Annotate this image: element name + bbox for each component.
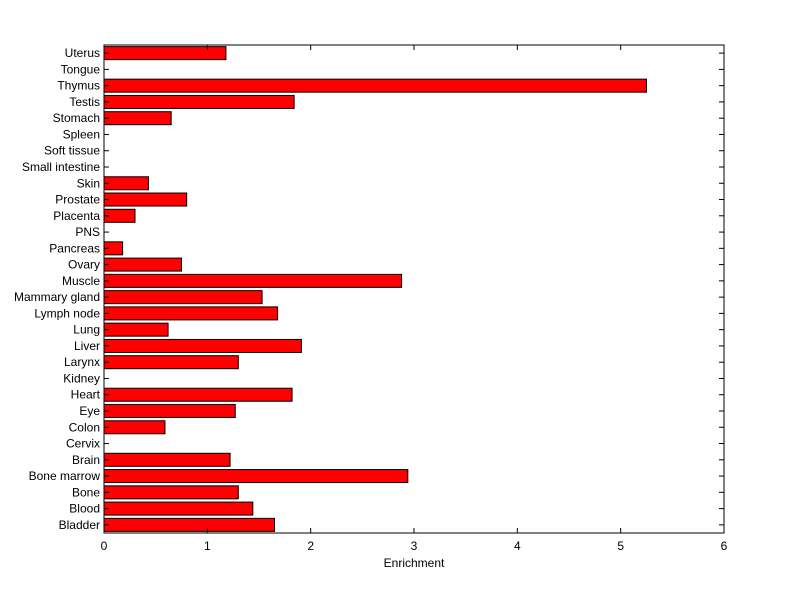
bar xyxy=(103,517,275,532)
bar xyxy=(103,306,279,321)
y-tick-label: Uterus xyxy=(65,46,100,60)
x-tick-label: 3 xyxy=(411,539,418,553)
y-tick-label: Bladder xyxy=(59,518,100,532)
x-tick-label: 2 xyxy=(307,539,314,553)
y-tick-label: Larynx xyxy=(64,355,100,369)
bar xyxy=(103,273,403,288)
y-tick-label: Cervix xyxy=(66,437,100,451)
bar xyxy=(103,192,188,207)
bar xyxy=(103,403,236,418)
y-tick-label: PNS xyxy=(75,225,100,239)
bar xyxy=(103,452,231,467)
y-tick-label: Kidney xyxy=(63,371,100,385)
y-tick-label: Tongue xyxy=(61,62,101,76)
y-tick-label: Mammary gland xyxy=(14,290,100,304)
x-ticks-group: 0 1 2 3 4 5 6 xyxy=(101,45,728,553)
y-tick-label: Eye xyxy=(79,404,100,418)
x-tick-label: 6 xyxy=(721,539,728,553)
x-tick-label: 1 xyxy=(204,539,211,553)
y-tick-label: Small intestine xyxy=(22,160,100,174)
x-axis-label: Enrichment xyxy=(384,556,445,570)
y-tick-label: Heart xyxy=(71,388,101,402)
bar xyxy=(103,257,182,272)
y-tick-label: Bone xyxy=(72,485,100,499)
plot-area xyxy=(104,45,724,533)
y-tick-label: Lymph node xyxy=(34,306,100,320)
bar xyxy=(103,469,409,484)
x-tick-label: 4 xyxy=(514,539,521,553)
y-tick-label: Muscle xyxy=(62,274,100,288)
y-tick-label: Ovary xyxy=(68,258,100,272)
bar xyxy=(103,420,166,435)
y-tick-label: Soft tissue xyxy=(44,144,100,158)
y-tick-label: Brain xyxy=(72,453,100,467)
y-tick-label: Blood xyxy=(69,502,100,516)
x-tick-label: 0 xyxy=(101,539,108,553)
y-tick-label: Lung xyxy=(73,323,100,337)
y-tick-label: Colon xyxy=(69,420,100,434)
bar xyxy=(103,176,149,191)
y-ticks-group: Uterus Tongue Thymus Testis Stomach Spleen Sof… xyxy=(14,46,724,532)
bar xyxy=(103,501,254,516)
bar xyxy=(103,290,263,305)
y-tick-label: Spleen xyxy=(63,127,100,141)
y-tick-label: Pancreas xyxy=(49,241,100,255)
bar xyxy=(103,338,302,353)
bar xyxy=(103,94,295,109)
y-tick-label: Liver xyxy=(74,339,100,353)
bar xyxy=(103,485,239,500)
y-tick-label: Placenta xyxy=(53,209,100,223)
y-tick-label: Bone marrow xyxy=(29,469,101,483)
bar xyxy=(103,111,172,126)
y-tick-label: Thymus xyxy=(57,79,100,93)
bar xyxy=(103,322,169,337)
x-tick-label: 5 xyxy=(617,539,624,553)
y-tick-label: Skin xyxy=(77,176,100,190)
bar xyxy=(103,78,647,93)
y-tick-label: Testis xyxy=(69,95,100,109)
bar xyxy=(103,355,239,370)
y-tick-label: Stomach xyxy=(53,111,100,125)
y-tick-label: Prostate xyxy=(55,193,100,207)
bar xyxy=(103,387,293,402)
